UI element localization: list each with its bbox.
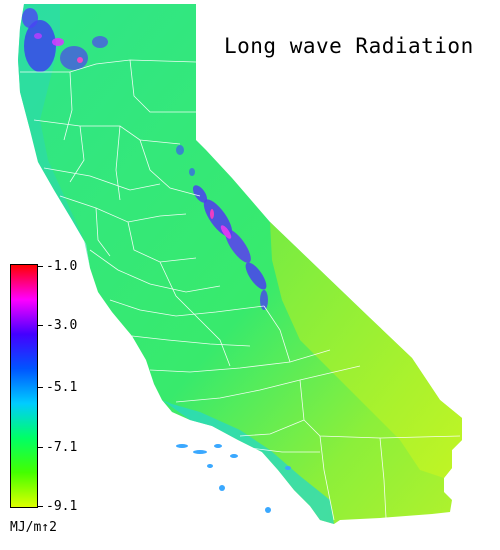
klamath-mountains xyxy=(22,8,108,72)
units-label: MJ/m↑2 xyxy=(10,520,57,535)
color-scale-tick-label: -1.0 xyxy=(46,259,78,274)
color-scale-tick xyxy=(38,325,43,326)
map-title: Long wave Radiation xyxy=(224,34,474,58)
color-scale-tick-label: -7.1 xyxy=(46,440,78,455)
color-scale-tick-label: -3.0 xyxy=(46,318,78,333)
southern-coast-region xyxy=(162,400,334,524)
state-outline xyxy=(18,4,462,524)
channel-islands xyxy=(176,444,291,513)
desert-region xyxy=(270,222,462,478)
color-scale-tick xyxy=(38,266,43,267)
county-borders xyxy=(20,59,461,521)
color-scale-tick xyxy=(38,387,43,388)
sierra-nevada xyxy=(176,145,268,310)
color-scale-tick-label: -5.1 xyxy=(46,380,78,395)
color-scale-tick-label: -9.1 xyxy=(46,499,78,514)
color-scale-tick xyxy=(38,447,43,448)
color-scale-tick xyxy=(38,506,43,507)
color-scale-bar xyxy=(10,264,38,508)
